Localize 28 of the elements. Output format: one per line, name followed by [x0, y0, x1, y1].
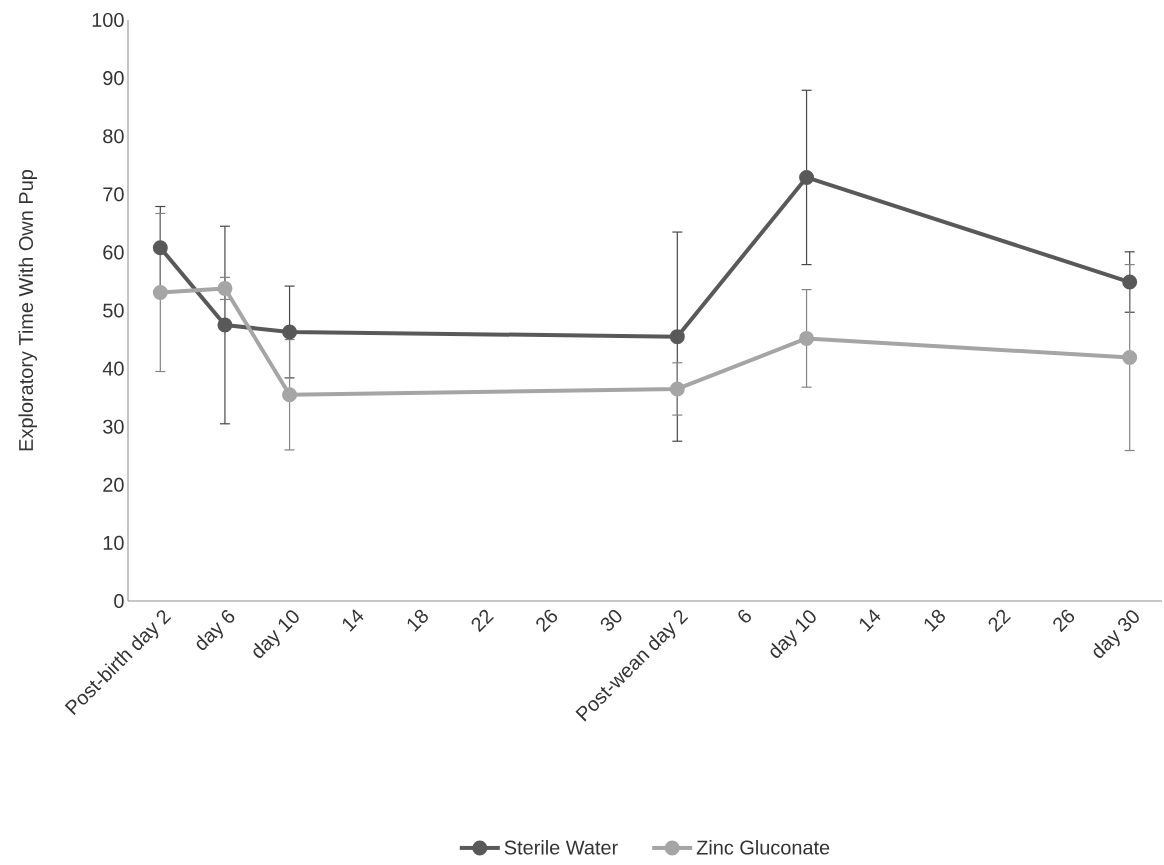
legend-label: Zinc Gluconate [696, 839, 830, 855]
x-tick-label: day 30 [1093, 610, 1139, 658]
x-tick-label: 22 [988, 609, 1011, 633]
x-tick-label: 14 [342, 609, 364, 632]
y-axis-title: Exploratory Time With Own Pup [18, 169, 37, 451]
y-tick-label: 100 [92, 12, 124, 28]
x-tick-label: 18 [407, 609, 428, 632]
y-tick-label: 70 [103, 187, 124, 202]
y-tick-label: 20 [103, 477, 124, 492]
y-tick-label: 80 [103, 129, 124, 144]
x-tick-label: day 6 [196, 610, 235, 651]
legend-label: Sterile Water [504, 839, 618, 855]
x-tick-label: 26 [536, 609, 558, 633]
y-tick-label: 90 [103, 71, 124, 86]
x-tick-label: 6 [738, 609, 751, 623]
x-tick-label: 18 [924, 609, 945, 632]
x-tick-label: 30 [600, 609, 622, 631]
x-tick-label: day 10 [770, 610, 816, 658]
y-tick-label: 0 [114, 593, 124, 609]
y-tick-label: 30 [103, 419, 124, 434]
y-tick-label: 10 [103, 535, 124, 550]
x-tick-label: 22 [471, 609, 494, 633]
y-tick-label: 40 [102, 361, 124, 376]
y-tick-label: 50 [103, 303, 124, 318]
y-tick-label: 60 [103, 245, 124, 260]
x-tick-label: 26 [1053, 609, 1075, 633]
x-tick-label: day 10 [253, 610, 299, 658]
x-tick-label: 14 [859, 609, 881, 632]
